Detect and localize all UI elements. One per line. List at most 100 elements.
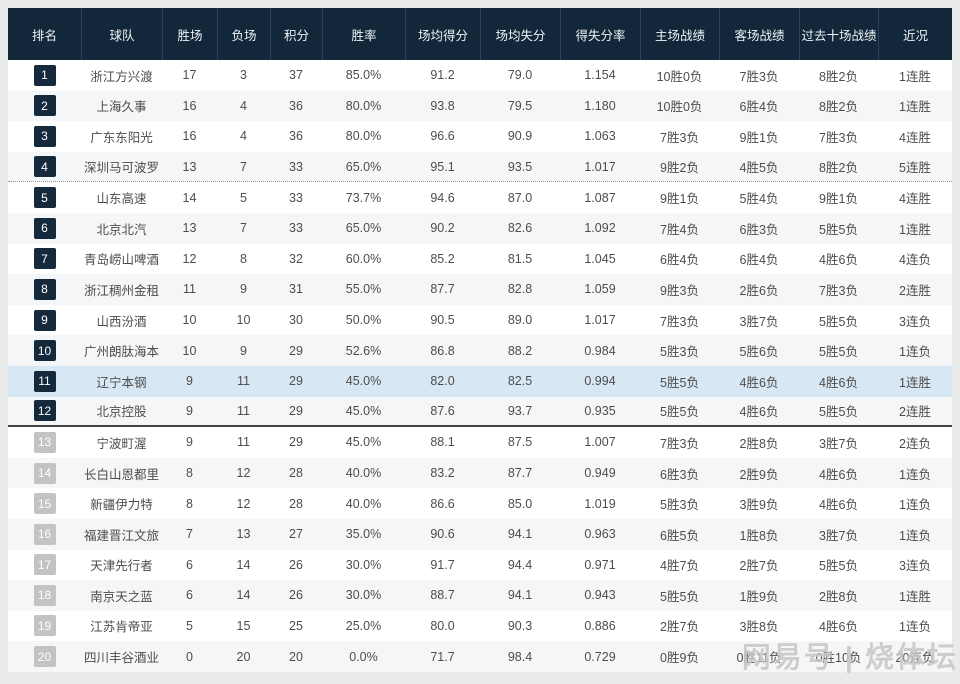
column-header-last10: 过去十场战绩 [799, 8, 878, 60]
cell-points: 28 [289, 466, 303, 481]
cell-ratio: 1.059 [584, 282, 616, 297]
cell-rank: 3 [8, 125, 81, 147]
table-row: 12 北京控股 9 11 29 45.0% 87.6 93.7 0.935 5胜5负 4胜6负 5胜5… [8, 396, 952, 428]
cell-losses: 14 [236, 557, 251, 572]
cell-rank: 7 [8, 248, 81, 270]
cell-team: 广州朗肽海本 [83, 345, 159, 360]
cell-home: 0胜9负 [660, 651, 699, 666]
cell-form: 4连负 [899, 253, 931, 268]
table-row: 20 四川丰谷酒业 0 20 20 0.0% 71.7 98.4 0.729 0胜9负 0胜11负 0… [8, 641, 952, 672]
cell-win_rate: 30.0% [345, 588, 382, 603]
rank-badge: 16 [33, 523, 56, 545]
cell-win_rate: 40.0% [345, 496, 382, 511]
cell-wins: 9 [186, 403, 193, 418]
cell-team: 深圳马可波罗 [83, 161, 159, 176]
cell-form: 1连胜 [899, 375, 931, 390]
cell-team: 宁波町渥 [96, 436, 147, 451]
cell-avg_allowed: 88.2 [507, 343, 533, 358]
cell-avg_scored: 91.7 [430, 557, 455, 572]
cell-avg_scored: 87.7 [430, 282, 455, 297]
cell-points: 29 [289, 343, 303, 358]
rank-badge: 14 [33, 462, 56, 484]
cell-wins: 7 [186, 527, 193, 542]
cell-form: 3连负 [899, 314, 931, 329]
cell-team: 山东高速 [96, 192, 147, 207]
cell-losses: 11 [237, 374, 250, 389]
cell-away: 2胜6负 [739, 283, 779, 298]
cell-points: 33 [289, 190, 303, 205]
cell-team: 广东东阳光 [90, 130, 153, 145]
rank-badge: 7 [33, 248, 56, 270]
cell-losses: 11 [237, 435, 250, 450]
cell-home: 9胜3负 [660, 283, 699, 298]
cell-away: 5胜6负 [739, 345, 779, 360]
cell-team: 辽宁本钢 [96, 375, 147, 390]
cell-losses: 14 [236, 588, 251, 603]
cell-form: 4连胜 [899, 192, 931, 207]
rank-badge: 12 [33, 400, 56, 422]
cell-last10: 5胜5负 [819, 559, 858, 574]
cell-points: 29 [289, 403, 303, 418]
cell-win_rate: 45.0% [345, 374, 382, 389]
rank-badge: 8 [33, 278, 56, 300]
cell-ratio: 1.017 [584, 159, 616, 174]
cell-rank: 17 [8, 554, 81, 576]
cell-home: 5胜5负 [660, 589, 699, 604]
standings-table: 排名 球队 胜场 负场 积分 胜率 场均得分 场均失分 得失分率 主场战绩 客场战绩 过去十场战绩 近况… [8, 8, 952, 672]
table-row: 6 北京北汽 13 7 33 65.0% 90.2 82.6 1.092 7胜4负 6胜3负 5胜5负… [8, 212, 952, 244]
cell-home: 7胜3负 [660, 314, 699, 329]
cell-avg_scored: 87.6 [430, 403, 455, 418]
cell-rank: 9 [8, 309, 81, 331]
rank-badge: 13 [33, 431, 56, 453]
cell-points: 28 [289, 496, 303, 511]
cell-wins: 10 [182, 313, 197, 328]
cell-rank: 19 [8, 615, 81, 637]
cell-losses: 4 [240, 129, 247, 144]
cell-win_rate: 45.0% [345, 435, 382, 450]
cell-away: 1胜9负 [739, 589, 779, 604]
cell-away: 6胜3负 [739, 222, 779, 237]
cell-team: 四川丰谷酒业 [83, 651, 159, 666]
table-row: 4 深圳马可波罗 13 7 33 65.0% 95.1 93.5 1.017 9胜2负 4胜5负 8胜… [8, 151, 952, 183]
cell-team: 江苏肯帝亚 [90, 620, 153, 635]
cell-points: 27 [289, 527, 303, 542]
cell-avg_allowed: 79.0 [507, 68, 533, 83]
cell-avg_allowed: 94.4 [507, 557, 533, 572]
cell-wins: 0 [186, 649, 193, 664]
column-header-form: 近况 [878, 8, 952, 60]
rank-badge: 10 [33, 340, 56, 362]
table-row: 10 广州朗肽海本 10 9 29 52.6% 86.8 88.2 0.984 5胜3负 5胜6负 5… [8, 335, 952, 366]
cell-win_rate: 25.0% [345, 618, 382, 633]
rank-badge: 11 [33, 370, 56, 392]
cell-last10: 2胜8负 [819, 589, 858, 604]
cell-avg_scored: 85.2 [430, 251, 455, 266]
cell-win_rate: 65.0% [345, 159, 382, 174]
cell-losses: 13 [236, 527, 251, 542]
cell-wins: 5 [186, 618, 193, 633]
cell-home: 7胜3负 [660, 130, 699, 145]
rank-badge: 4 [33, 156, 56, 178]
rank-badge: 15 [33, 493, 56, 515]
cell-losses: 3 [240, 68, 247, 83]
cell-losses: 10 [236, 313, 251, 328]
cell-ratio: 1.017 [584, 313, 616, 328]
cell-team: 浙江稠州金租 [83, 283, 159, 298]
column-header-points: 积分 [270, 8, 322, 60]
cell-losses: 12 [236, 496, 251, 511]
cell-win_rate: 35.0% [345, 527, 382, 542]
cell-wins: 6 [186, 557, 193, 572]
cell-team: 北京北汽 [96, 222, 147, 237]
cell-home: 4胜7负 [660, 559, 699, 574]
table-body: 1 浙江方兴渡 17 3 37 85.0% 91.2 79.0 1.154 10胜0负 7胜3负 8胜… [8, 60, 952, 672]
cell-avg_allowed: 93.7 [507, 403, 533, 418]
cell-last10: 4胜6负 [819, 498, 858, 513]
cell-form: 2连胜 [899, 283, 931, 298]
cell-wins: 17 [182, 68, 197, 83]
cell-home: 6胜3负 [660, 467, 699, 482]
cell-home: 5胜3负 [660, 345, 699, 360]
table-row: 19 江苏肯帝亚 5 15 25 25.0% 80.0 90.3 0.886 2胜7负 3胜8负 4胜… [8, 610, 952, 642]
cell-wins: 13 [182, 159, 197, 174]
cell-form: 1连负 [899, 467, 931, 482]
cell-avg_scored: 83.2 [430, 466, 455, 481]
cell-team: 新疆伊力特 [90, 498, 153, 513]
